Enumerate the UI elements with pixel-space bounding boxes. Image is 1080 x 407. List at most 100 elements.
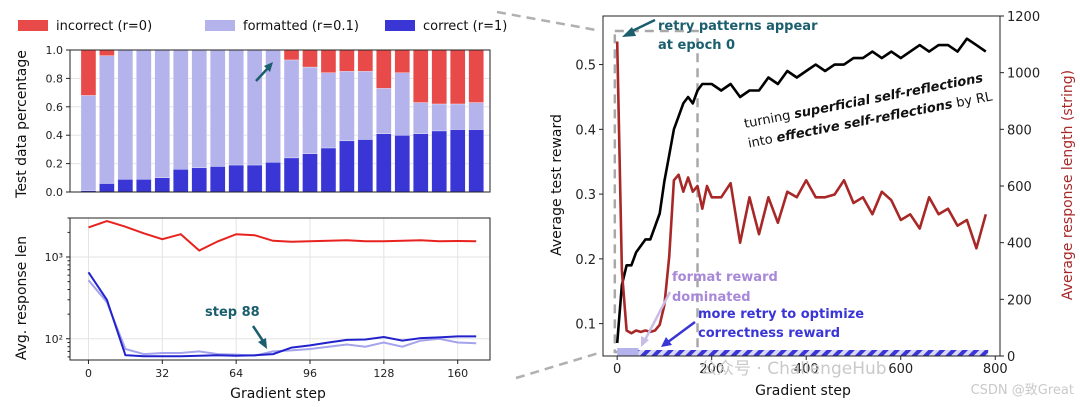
bar-segment [431, 130, 447, 193]
format-annotation-line2: dominated [672, 290, 751, 305]
tl-ytick-label: 1.0 [46, 44, 64, 57]
legend-swatch-1 [205, 20, 235, 31]
bl-xtick-label: 160 [447, 367, 468, 380]
bar-segment [265, 162, 281, 193]
bl-xtick-label: 128 [373, 367, 394, 380]
bar-segment [302, 66, 318, 154]
bar-segment [320, 147, 337, 193]
bar-segment [339, 49, 355, 72]
tl-ytick-label: 0.2 [46, 158, 64, 171]
rc-xtick-label: 600 [888, 362, 913, 377]
bl-frame [69, 217, 491, 361]
bar-segment [376, 133, 392, 193]
bar-segment [339, 140, 355, 193]
rc-ytick-label: 0.2 [575, 253, 596, 268]
connector-top [496, 10, 597, 32]
right-ylabel: Average test reward [549, 114, 565, 256]
retry-annotation-line2: at epoch 0 [658, 38, 735, 53]
bl-arrow-line [251, 325, 265, 342]
bar-segment [413, 49, 429, 103]
bl-xtick-label: 64 [229, 367, 243, 380]
bar-segment [191, 49, 207, 169]
bl-series-1 [87, 279, 477, 357]
bar-segment [228, 164, 244, 193]
bl-series-2 [87, 271, 477, 358]
bar-segment [117, 49, 134, 180]
bar-segment [246, 164, 263, 193]
bar-segment [357, 139, 374, 193]
rc-y2tick-label: 0 [1007, 350, 1015, 365]
bottom-left-ylabel: Avg. response len [14, 236, 30, 360]
bar-segment [394, 135, 410, 193]
bar-segment [154, 49, 170, 178]
bar-segment [136, 179, 152, 193]
bar-segment [450, 49, 466, 105]
rc-xtick-label: 200 [699, 362, 724, 377]
bar-segment [468, 129, 484, 193]
legend-swatch-2 [385, 20, 415, 31]
legend-label-1: formatted (r=0.1) [243, 19, 359, 34]
bar-segment [320, 72, 337, 149]
bl-xtick-label: 0 [85, 367, 92, 380]
bar-segment [283, 157, 300, 193]
tl-ytick-label: 0.8 [46, 72, 64, 85]
bar-segment [413, 102, 429, 134]
rc-ytick-label: 0.3 [575, 188, 596, 203]
rc-series-0 [615, 37, 987, 344]
format-annotation-line1: format reward [672, 270, 778, 285]
right-y2label: Average response length (string) [1060, 70, 1076, 300]
top-left-ylabel: Test data percentage [14, 50, 30, 199]
bl-series-0 [88, 220, 477, 252]
rc-y2tick-label: 400 [1007, 237, 1032, 252]
tl-frame [69, 49, 491, 193]
rc-y2tick-label: 200 [1007, 293, 1032, 308]
correct-arrow-head [661, 337, 672, 347]
bar-segment [450, 129, 466, 193]
bar-segment [173, 49, 189, 170]
legend-swatch-0 [18, 20, 48, 31]
bar-segment [99, 183, 115, 193]
watermark-main: 公众号 · ChallengeHub [700, 359, 887, 379]
rc-y2tick-label: 1200 [1007, 10, 1040, 25]
rc-xtick-label: 0 [613, 362, 621, 377]
bar-segment [413, 133, 429, 193]
bl-arrow-head [258, 338, 267, 349]
bar-segment [246, 49, 263, 166]
connector-bottom [515, 350, 603, 380]
rc-series-1 [615, 41, 988, 335]
bar-segment [302, 49, 318, 68]
bar-segment [210, 166, 226, 193]
format-arrow-head [641, 336, 649, 347]
rc-y2tick-label: 600 [1007, 180, 1032, 195]
bar-segment [357, 49, 374, 72]
bar-segment [376, 49, 392, 89]
bar-segment [228, 49, 244, 166]
bar-segment [117, 179, 134, 193]
bar-segment [376, 88, 392, 134]
tl-ytick-label: 0.0 [46, 186, 64, 199]
bar-segment [450, 103, 466, 130]
correct-arrow-line [667, 320, 696, 344]
tl-arrow-head [264, 62, 273, 72]
legend-label-0: incorrect (r=0) [56, 19, 152, 34]
bar-segment [283, 49, 300, 61]
tl-arrow-line [255, 67, 269, 82]
bar-segment [431, 103, 447, 132]
bar-segment [173, 169, 189, 193]
legend-label-2: correct (r=1) [423, 19, 507, 34]
bottom-left-xlabel: Gradient step [230, 386, 326, 402]
bl-xtick-label: 96 [303, 367, 317, 380]
rc-ytick-label: 0.1 [575, 318, 596, 333]
right-xlabel: Gradient step [755, 383, 851, 399]
tl-ytick-label: 0.4 [46, 129, 64, 142]
rc-y2tick-label: 1000 [1007, 67, 1040, 82]
rc-xtick-label: 400 [794, 362, 819, 377]
tl-ytick-label: 0.6 [46, 101, 64, 114]
bar-segment [339, 71, 355, 142]
bar-segment [394, 72, 410, 136]
into-text-c: by RL [951, 89, 994, 112]
response-length-chart: 10² 10³ 0 32 64 96 128 160 [45, 217, 491, 380]
rc-format-band [617, 348, 639, 356]
bar-segment [302, 153, 318, 193]
